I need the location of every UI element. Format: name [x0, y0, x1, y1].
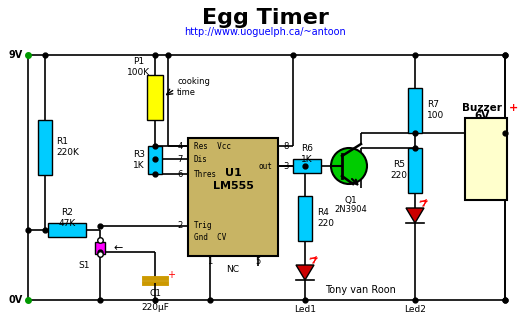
- Text: 1: 1: [208, 257, 212, 266]
- Bar: [465, 118, 507, 200]
- Text: 2: 2: [178, 222, 183, 231]
- Bar: [188, 138, 278, 256]
- Text: 4: 4: [178, 141, 183, 150]
- Text: R2
47K: R2 47K: [58, 208, 75, 228]
- Text: 9V: 9V: [8, 50, 23, 60]
- Text: 6: 6: [178, 169, 183, 178]
- Text: 8: 8: [283, 141, 288, 150]
- Text: Trig: Trig: [194, 222, 212, 231]
- Text: +: +: [509, 103, 518, 113]
- Text: R7
100: R7 100: [427, 100, 444, 120]
- Text: Egg Timer: Egg Timer: [202, 8, 329, 28]
- Bar: [408, 88, 422, 133]
- Text: ←: ←: [114, 243, 123, 253]
- Text: cooking
time: cooking time: [177, 77, 210, 97]
- Text: 6V: 6V: [474, 111, 490, 121]
- Text: Led2: Led2: [404, 306, 426, 315]
- Text: Q1: Q1: [345, 195, 357, 204]
- Bar: [95, 242, 105, 254]
- Text: Buzzer: Buzzer: [462, 103, 502, 113]
- Text: +: +: [167, 270, 175, 280]
- Bar: [298, 196, 312, 241]
- Text: Led1: Led1: [294, 306, 316, 315]
- Text: Gnd  CV: Gnd CV: [194, 233, 226, 242]
- Bar: [38, 120, 52, 175]
- Text: U1: U1: [225, 168, 242, 178]
- Text: http://www.uoguelph.ca/~antoon: http://www.uoguelph.ca/~antoon: [184, 27, 346, 37]
- Polygon shape: [406, 208, 424, 223]
- Bar: [293, 159, 321, 173]
- Bar: [148, 146, 162, 174]
- Text: 5: 5: [255, 257, 261, 266]
- Text: 220μF: 220μF: [141, 304, 169, 312]
- Text: R4
220: R4 220: [317, 208, 334, 228]
- Text: R6
1K: R6 1K: [301, 144, 313, 164]
- Text: 3: 3: [283, 162, 288, 171]
- Bar: [408, 148, 422, 193]
- Circle shape: [331, 148, 367, 184]
- Text: R5
220: R5 220: [390, 160, 407, 180]
- Text: out: out: [258, 162, 272, 171]
- Text: NC: NC: [227, 266, 239, 274]
- Text: R3
1K: R3 1K: [133, 150, 145, 170]
- Text: R1
220K: R1 220K: [56, 137, 79, 157]
- Text: Dis: Dis: [194, 155, 208, 164]
- Text: LM555: LM555: [212, 181, 253, 191]
- Text: 0V: 0V: [8, 295, 23, 305]
- Text: P1
100K: P1 100K: [127, 57, 151, 77]
- Bar: [48, 223, 86, 237]
- Text: Tony van Roon: Tony van Roon: [324, 285, 396, 295]
- Text: C1: C1: [149, 289, 161, 298]
- Text: Thres: Thres: [194, 169, 217, 178]
- Text: 2N3904: 2N3904: [335, 204, 367, 213]
- Text: Res  Vcc: Res Vcc: [194, 141, 231, 150]
- Bar: [147, 75, 163, 120]
- Text: S1: S1: [79, 261, 90, 270]
- Polygon shape: [296, 265, 314, 280]
- Text: 7: 7: [178, 155, 183, 164]
